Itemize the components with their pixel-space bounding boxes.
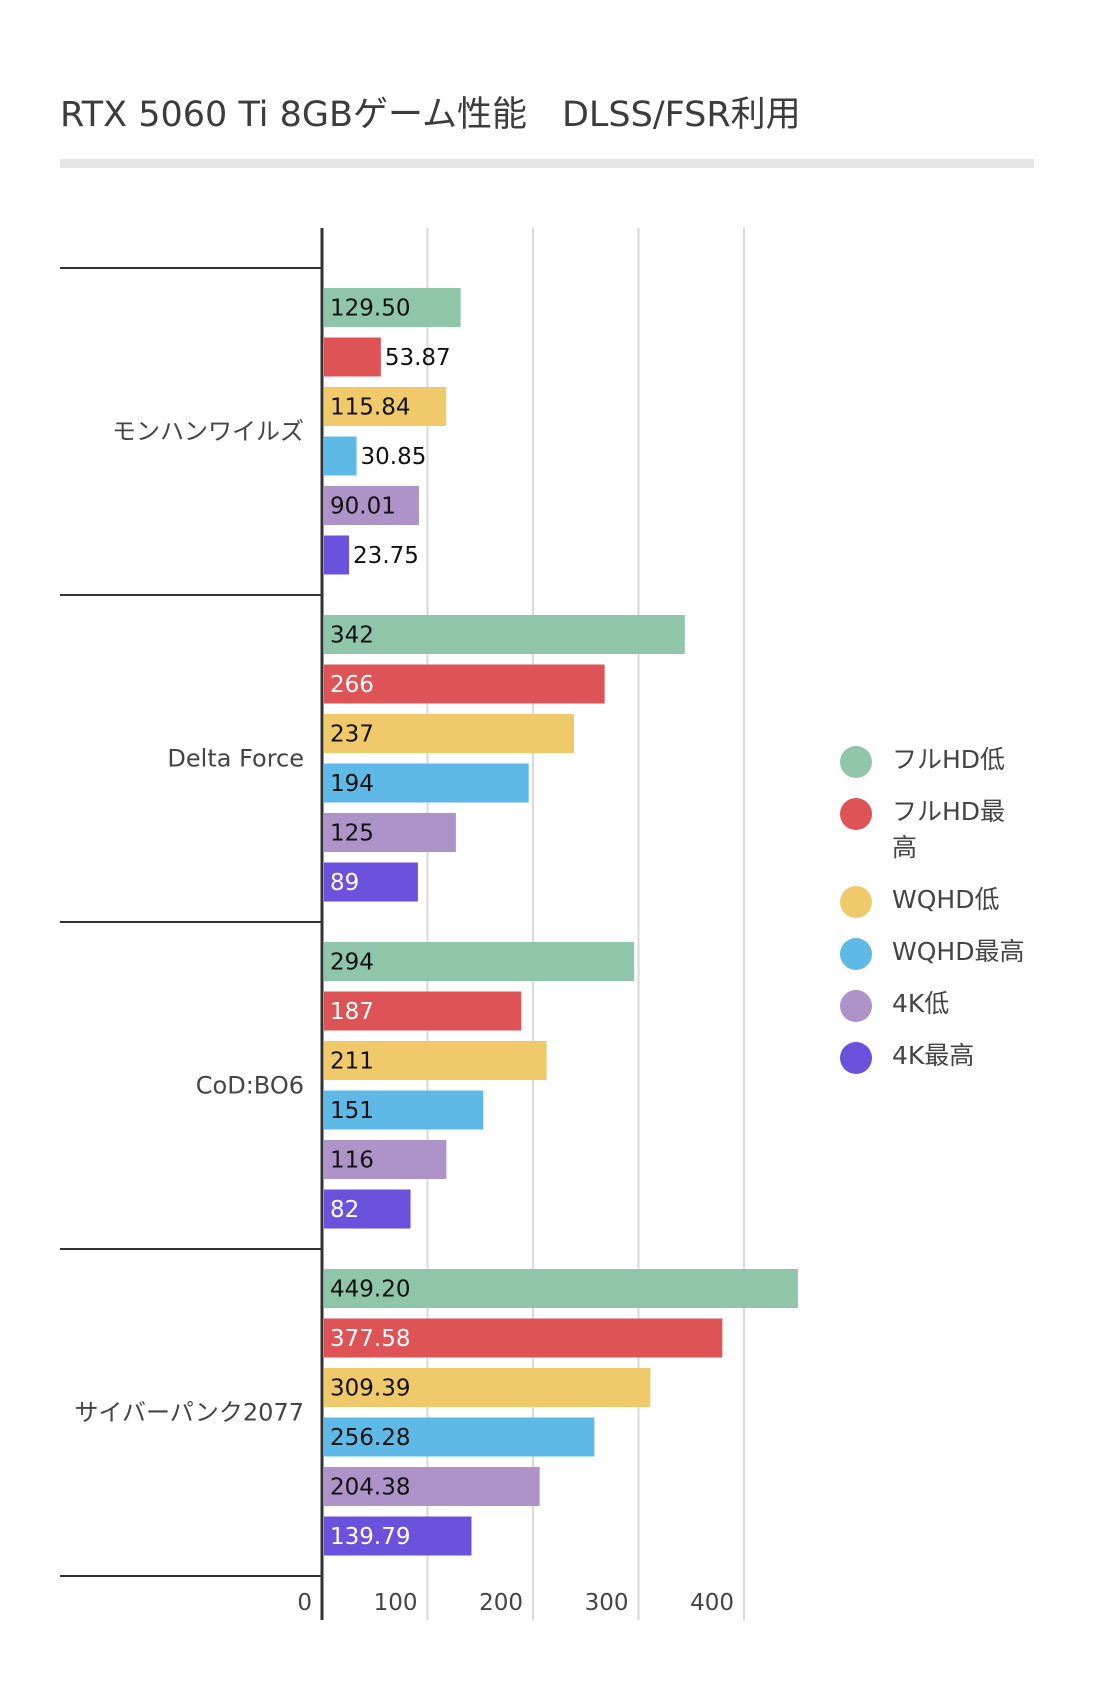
data-label: 23.75 <box>353 543 419 569</box>
data-label: 211 <box>330 1049 374 1075</box>
bar <box>324 942 635 981</box>
data-label: 266 <box>330 672 374 698</box>
data-label: 125 <box>330 821 374 847</box>
chart-title: RTX 5060 Ti 8GBゲーム性能 DLSS/FSR利用 <box>60 95 801 135</box>
bar <box>324 615 685 654</box>
legend-label: フルHD最高 <box>892 797 1006 862</box>
bar <box>324 664 605 704</box>
bar <box>324 1368 651 1407</box>
data-label: 89 <box>330 870 359 896</box>
legend-label: WQHD低 <box>892 885 1000 914</box>
title-divider <box>60 159 1034 168</box>
legend-swatch <box>840 990 872 1022</box>
bar <box>324 862 418 902</box>
bar <box>324 1516 472 1556</box>
data-label: 151 <box>330 1098 374 1124</box>
legend-swatch <box>840 886 872 918</box>
data-label: 90.01 <box>330 494 396 520</box>
legend-item: WQHD最高 <box>840 937 1090 970</box>
data-label: 204.38 <box>330 1475 410 1501</box>
data-label: 53.87 <box>385 345 451 371</box>
data-label: 30.85 <box>361 444 427 470</box>
category-label: CoD:BO6 <box>196 1072 304 1100</box>
bar <box>324 714 575 753</box>
x-tick-label: 0 <box>297 1590 312 1616</box>
bar <box>324 387 447 426</box>
bar <box>324 535 350 575</box>
legend-item: 4K低 <box>840 989 1090 1022</box>
legend-label: フルHD低 <box>892 745 1006 774</box>
bar <box>324 1318 723 1358</box>
legend: フルHD低フルHD最高 WQHD低 WQHD最高 4K低 4K最高 <box>840 745 1090 1096</box>
data-label: 187 <box>330 999 374 1025</box>
data-label: 449.20 <box>330 1277 410 1303</box>
legend-label: 4K最高 <box>892 1041 975 1070</box>
bar <box>324 1090 484 1130</box>
bar <box>324 1041 547 1080</box>
legend-item: WQHD低 <box>840 885 1090 918</box>
category-label: サイバーパンク2077 <box>74 1399 304 1427</box>
legend-swatch <box>840 746 872 778</box>
legend-swatch <box>840 1042 872 1074</box>
legend-swatch <box>840 798 872 830</box>
x-tick-label: 300 <box>585 1590 629 1616</box>
bar <box>324 991 522 1031</box>
legend-label: 4K低 <box>892 989 950 1018</box>
bar <box>324 1467 540 1506</box>
bar <box>324 486 419 525</box>
legend-swatch <box>840 938 872 970</box>
data-label: 194 <box>330 771 374 797</box>
data-label: 294 <box>330 950 374 976</box>
legend-item: フルHD低 <box>840 745 1090 778</box>
bar <box>324 763 529 803</box>
bar <box>324 1189 411 1229</box>
legend-item: フルHD最高 <box>840 797 1090 866</box>
data-label: 82 <box>330 1197 359 1223</box>
x-tick-label: 200 <box>479 1590 523 1616</box>
data-label: 377.58 <box>330 1326 410 1352</box>
x-tick-label: 400 <box>690 1590 734 1616</box>
data-label: 139.79 <box>330 1524 410 1550</box>
data-label: 237 <box>330 722 374 748</box>
bar <box>324 1417 595 1457</box>
bar <box>324 1269 798 1308</box>
bar <box>324 337 381 377</box>
data-label: 342 <box>330 623 374 649</box>
data-label: 115.84 <box>330 395 410 421</box>
data-label: 256.28 <box>330 1425 410 1451</box>
bar <box>324 1140 447 1179</box>
data-label: 309.39 <box>330 1376 410 1402</box>
legend-label: WQHD最高 <box>892 937 1025 966</box>
legend-item: 4K最高 <box>840 1041 1090 1074</box>
x-tick-label: 100 <box>374 1590 418 1616</box>
category-label: Delta Force <box>167 745 304 773</box>
bar <box>324 436 357 476</box>
category-label: モンハンワイルズ <box>112 418 304 446</box>
bar <box>324 288 461 327</box>
bar <box>324 813 456 852</box>
data-label: 129.50 <box>330 296 410 322</box>
data-label: 116 <box>330 1148 374 1174</box>
